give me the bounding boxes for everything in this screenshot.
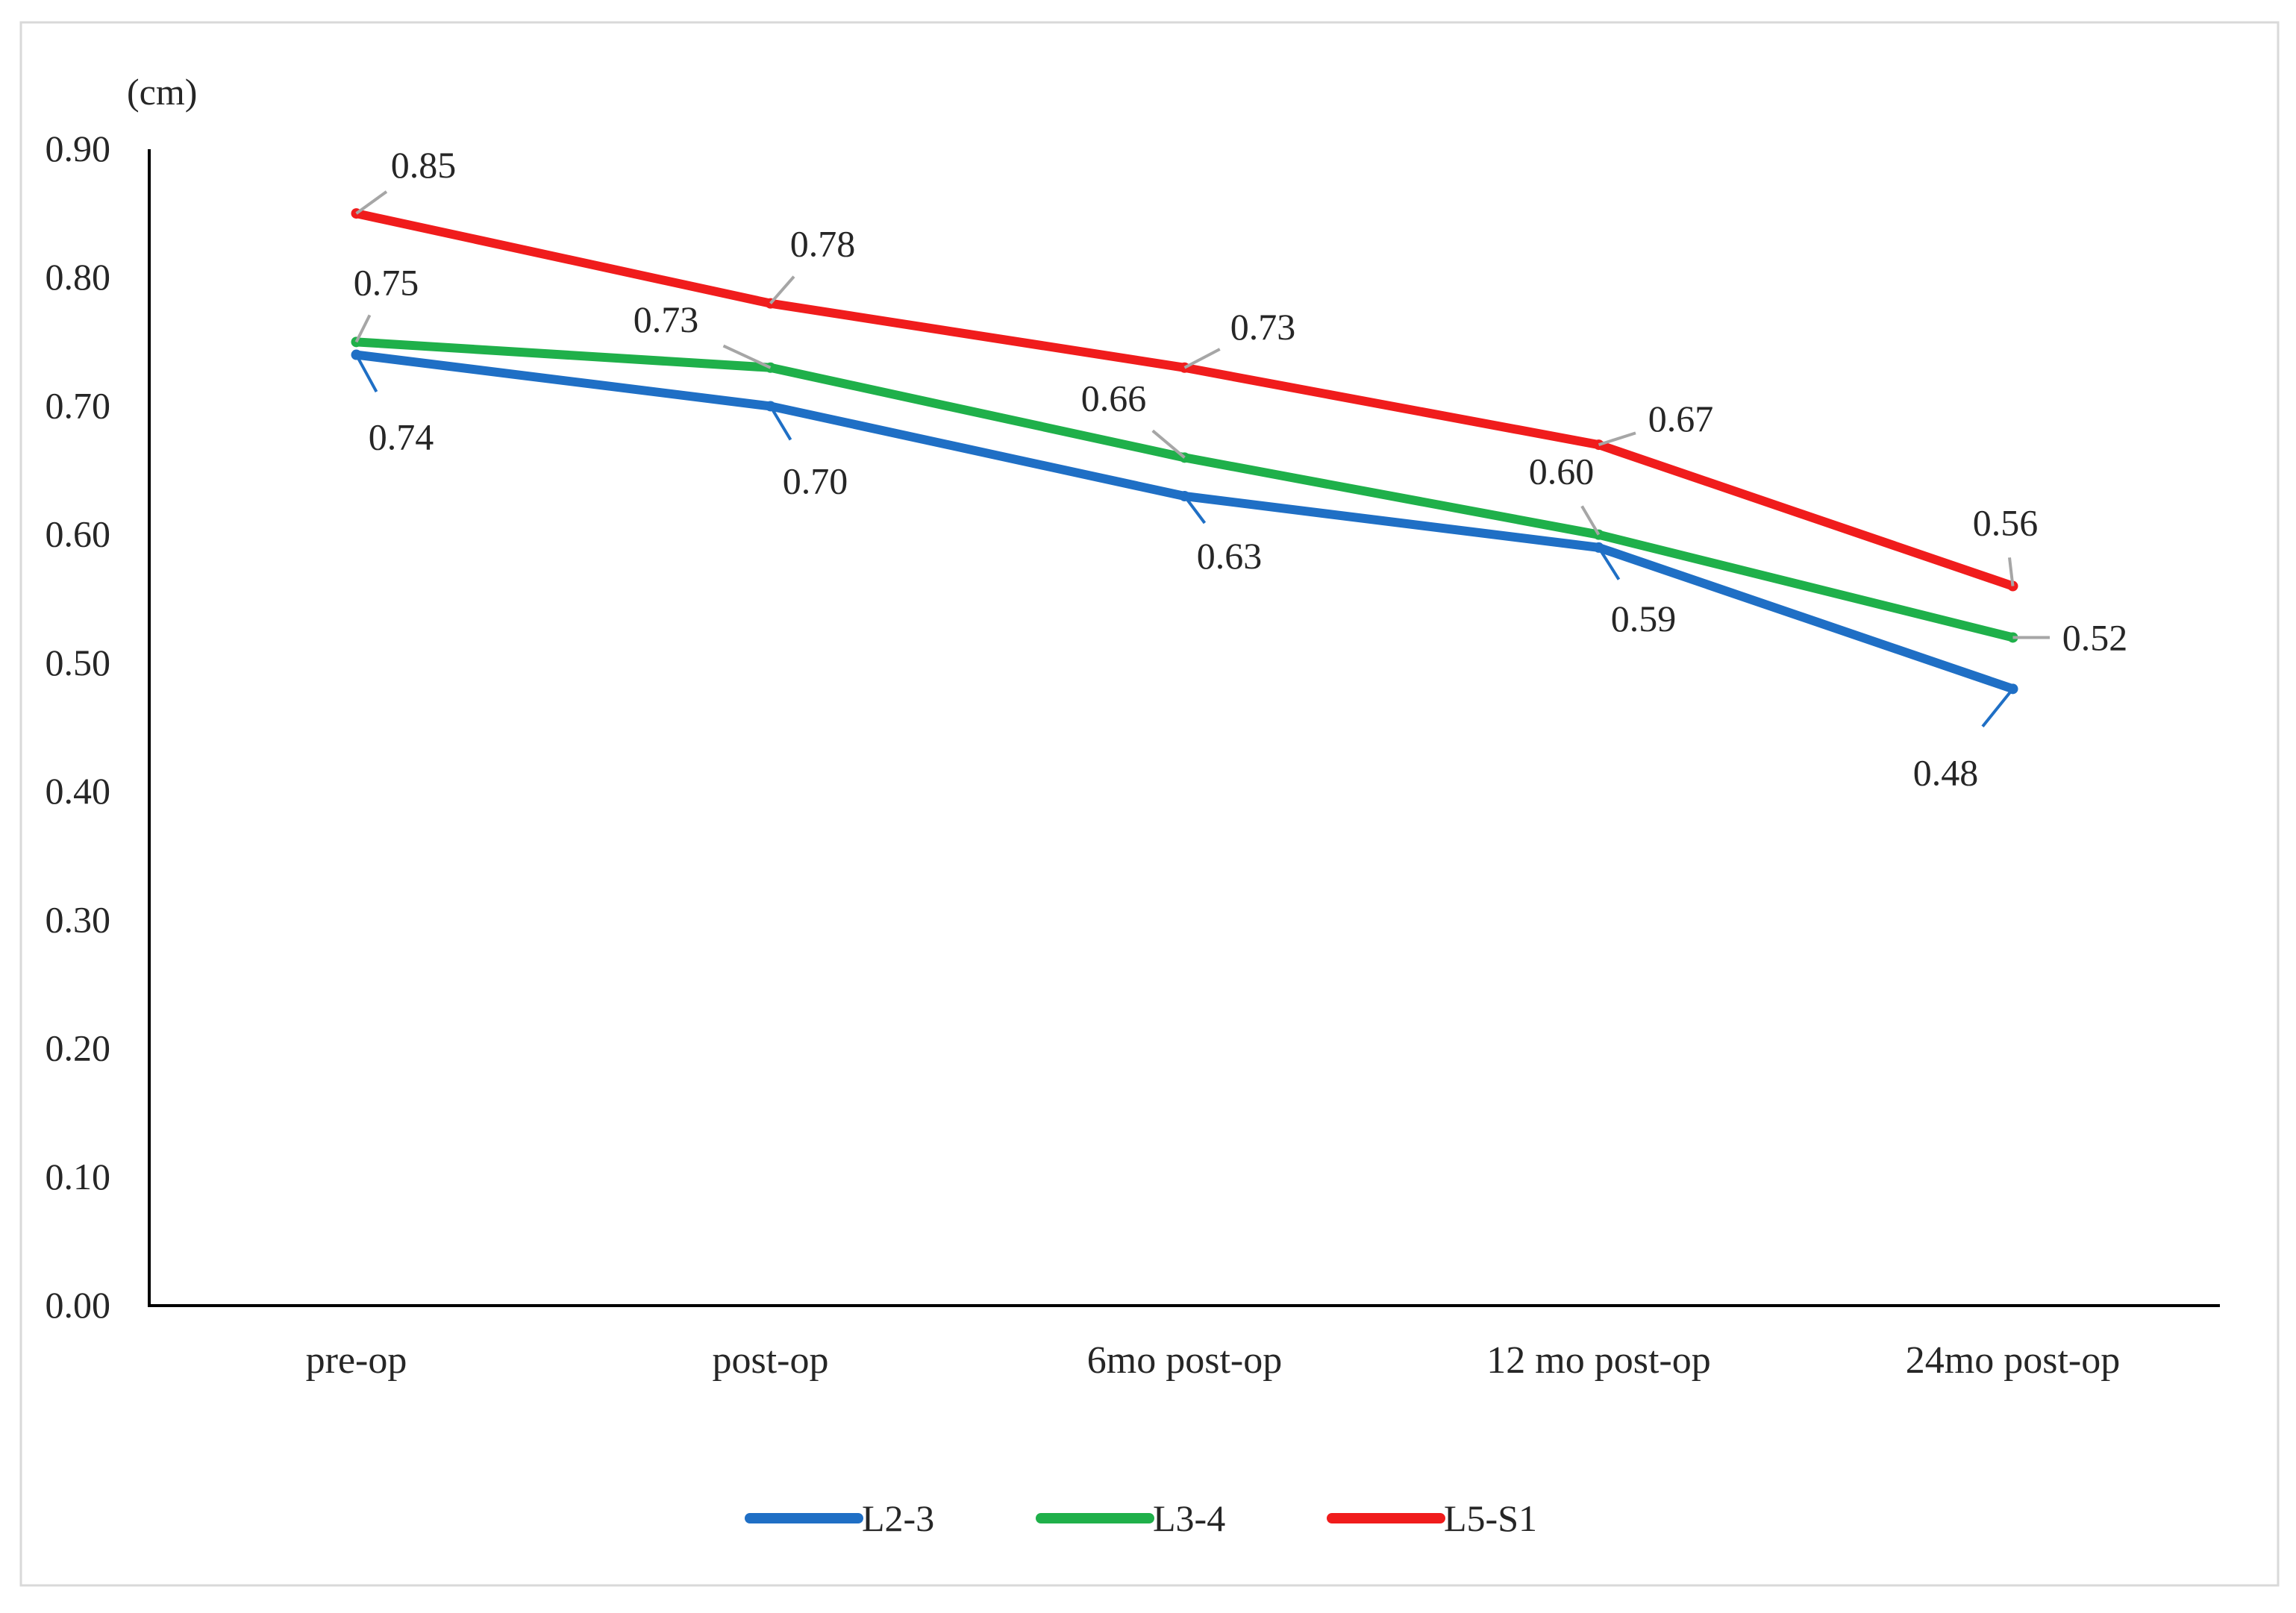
label-leader-line	[1597, 546, 1621, 580]
axes	[148, 149, 2220, 1307]
label-leader-line	[1981, 688, 2015, 727]
label-leader-line	[769, 405, 792, 441]
y-tick-label: 0.80	[46, 256, 111, 298]
x-tick-labels: pre-op post-op 6mo post-op 12 mo post-op 24m…	[306, 1339, 2121, 1382]
data-label: 0.48	[1913, 751, 1979, 793]
data-label: 0.66	[1081, 377, 1147, 419]
y-tick-label: 0.90	[46, 128, 111, 169]
label-leader-line	[2008, 557, 2015, 586]
label-leader-line	[355, 190, 388, 215]
data-label: 0.73	[634, 298, 699, 340]
label-leader-lines	[354, 190, 2050, 727]
y-tick-label: 0.10	[46, 1156, 111, 1197]
label-leader-line	[1151, 429, 1186, 459]
label-leader-line	[722, 344, 772, 369]
legend: L2-3 L3-4 L5-S1	[745, 1497, 1537, 1539]
data-label: 0.70	[783, 460, 848, 501]
data-label: 0.75	[354, 261, 419, 303]
data-labels: 0.74 0.70 0.63 0.59 0.48 0.75 0.73 0.66 0.60 0.52…	[354, 144, 2128, 793]
label-leader-line	[1183, 495, 1207, 524]
x-tick-label: 12 mo post-op	[1486, 1339, 1710, 1382]
data-label: 0.63	[1197, 535, 1263, 577]
chart-border	[19, 21, 2280, 1587]
label-leader-line	[354, 354, 378, 393]
label-leader-line	[1580, 505, 1601, 536]
y-tick-label: 0.70	[46, 384, 111, 426]
data-label: 0.74	[369, 416, 434, 458]
label-leader-line	[1183, 348, 1221, 369]
legend-label: L3-4	[1153, 1497, 1225, 1539]
data-label: 0.56	[1973, 502, 2039, 544]
x-tick-label: 6mo post-op	[1087, 1339, 1282, 1382]
data-label: 0.59	[1611, 598, 1677, 639]
y-unit-label: (cm)	[127, 71, 197, 113]
data-label: 0.67	[1648, 398, 1714, 439]
label-leader-line	[769, 275, 795, 304]
x-tick-label: pre-op	[306, 1339, 407, 1382]
x-tick-label: post-op	[713, 1339, 829, 1382]
data-label: 0.60	[1529, 451, 1595, 492]
label-leader-line	[1598, 431, 1636, 447]
data-label: 0.85	[391, 144, 457, 186]
legend-label: L2-3	[862, 1497, 934, 1539]
y-tick-label: 0.30	[46, 898, 111, 940]
legend-label: L5-S1	[1444, 1497, 1537, 1539]
y-tick-labels: 0.00 0.10 0.20 0.30 0.40 0.50 0.60 0.70 0.80 0.90	[46, 128, 111, 1326]
y-tick-label: 0.60	[46, 513, 111, 555]
data-label: 0.78	[790, 223, 856, 265]
y-tick-label: 0.50	[46, 642, 111, 683]
y-tick-label: 0.00	[46, 1284, 111, 1326]
data-label: 0.52	[2062, 616, 2128, 658]
x-tick-label: 24mo post-op	[1906, 1339, 2120, 1382]
y-tick-label: 0.20	[46, 1027, 111, 1069]
data-label: 0.73	[1230, 306, 1296, 348]
y-tick-label: 0.40	[46, 770, 111, 812]
label-leader-line	[354, 314, 372, 343]
